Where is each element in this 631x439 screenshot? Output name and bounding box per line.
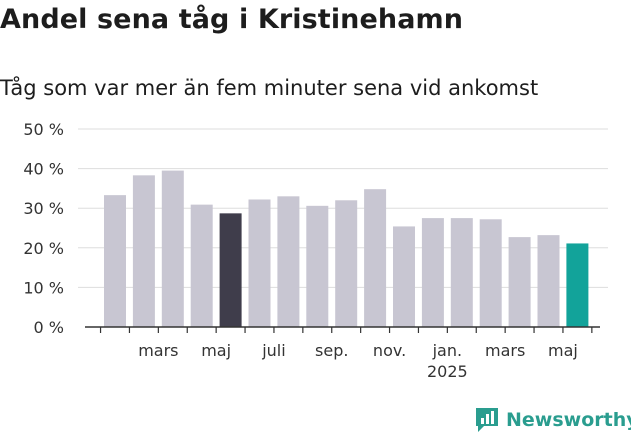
brand-logo: Newsworthy (474, 406, 631, 434)
bar-2025-02 (479, 219, 502, 327)
y-tick-label: 50 % (23, 120, 64, 139)
y-tick-label: 30 % (23, 199, 64, 218)
y-tick-label: 0 % (34, 318, 64, 337)
chart-subtitle: Tåg som var mer än fem minuter sena vid … (0, 76, 539, 100)
bar-2024-04 (190, 204, 213, 327)
y-tick-label: 10 % (23, 278, 64, 297)
bar-2025-04 (537, 235, 560, 327)
bar-2024-01 (104, 195, 126, 327)
x-tick-label: maj (548, 341, 578, 360)
bar-2024-11 (393, 226, 415, 327)
y-tick-label: 20 % (23, 239, 64, 258)
x-tick-label: nov. (373, 341, 406, 360)
bar-2024-07 (277, 196, 300, 327)
bar-2025-01 (450, 218, 473, 327)
y-tick-label: 40 % (23, 160, 64, 179)
x-tick-label: jan. (432, 341, 462, 360)
bar-2025-03 (508, 237, 531, 327)
x-tick-label: maj (201, 341, 231, 360)
bar-2024-09 (335, 200, 358, 327)
brand-name: Newsworthy (506, 409, 631, 431)
bar-2024-05 (219, 213, 242, 327)
x-tick-sublabel: 2025 (427, 362, 468, 381)
bar-2025-05 (566, 243, 589, 327)
bar-2024-03 (161, 170, 184, 327)
bar-2024-06 (248, 199, 271, 327)
x-tick-label: mars (485, 341, 525, 360)
chart-title: Andel sena tåg i Kristinehamn (0, 4, 464, 35)
x-tick-label: mars (138, 341, 178, 360)
bar-2024-08 (306, 205, 329, 327)
bar-2024-02 (132, 175, 155, 327)
bar-2024-12 (421, 218, 444, 327)
newsworthy-logo-icon (476, 408, 498, 432)
bar-2024-10 (364, 189, 387, 327)
x-tick-label: sep. (315, 341, 348, 360)
x-tick-label: juli (261, 341, 285, 360)
